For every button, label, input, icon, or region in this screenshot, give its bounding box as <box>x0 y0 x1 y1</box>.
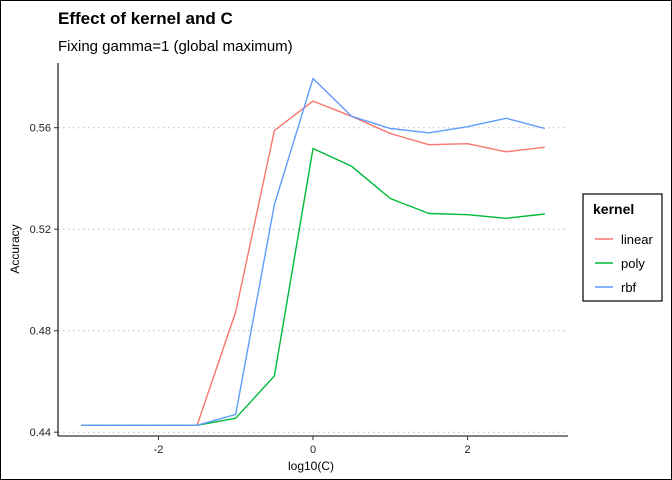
y-axis-title: Accuracy <box>8 224 22 273</box>
y-tick-label: 0.44 <box>30 427 51 439</box>
legend-box <box>582 193 663 302</box>
series-line-rbf <box>81 77 545 426</box>
x-tick-label: 2 <box>464 444 470 456</box>
chart-subtitle: Fixing gamma=1 (global maximum) <box>58 38 293 55</box>
legend-label-poly: poly <box>621 256 645 271</box>
series-lines <box>81 77 545 426</box>
x-tick-label: 0 <box>310 444 316 456</box>
y-tick-label: 0.52 <box>30 224 51 236</box>
y-axis-ticks: 0.44 0.48 0.52 0.56 <box>30 123 58 439</box>
x-tick-label: -2 <box>154 444 164 456</box>
x-axis-title: log10(C) <box>288 459 334 473</box>
y-tick-label: 0.48 <box>30 326 51 338</box>
x-axis-ticks: -2 0 2 <box>154 436 471 456</box>
grid-lines <box>58 127 568 433</box>
legend-label-rbf: rbf <box>621 280 637 295</box>
legend-items: linear poly rbf <box>595 232 653 295</box>
series-line-poly <box>81 147 545 426</box>
legend: kernel linear poly rbf <box>582 193 663 302</box>
y-tick-label: 0.56 <box>30 123 51 135</box>
legend-label-linear: linear <box>621 232 653 247</box>
chart-title: Effect of kernel and C <box>58 9 233 28</box>
legend-title: kernel <box>593 201 634 217</box>
